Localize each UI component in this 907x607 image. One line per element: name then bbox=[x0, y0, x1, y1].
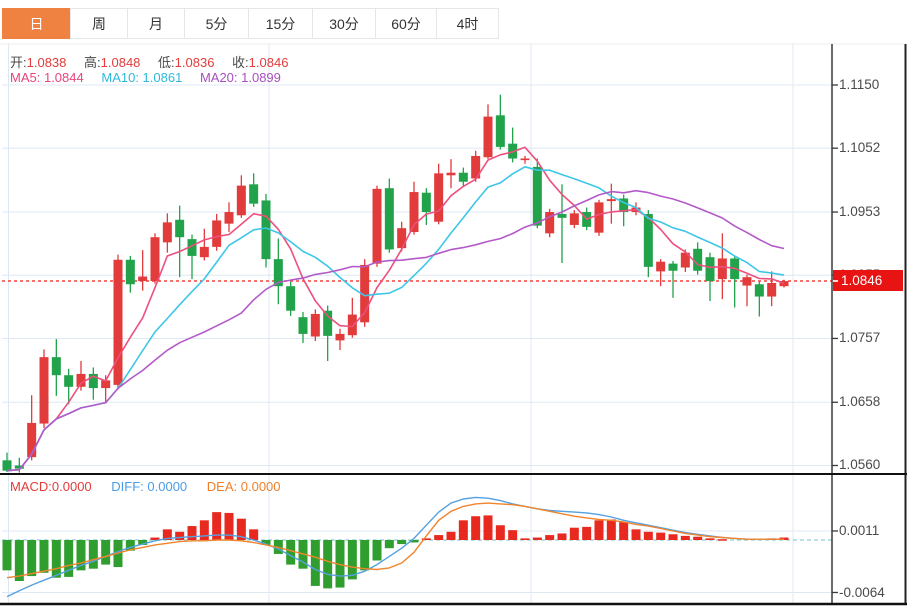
tab-day[interactable]: 日 bbox=[2, 8, 71, 39]
tab-week[interactable]: 周 bbox=[70, 8, 128, 39]
tab-5min[interactable]: 5分 bbox=[184, 8, 249, 39]
tab-4hour[interactable]: 4时 bbox=[436, 8, 499, 39]
current-price-tag: 1.0846 bbox=[833, 270, 903, 291]
tab-15min[interactable]: 15分 bbox=[248, 8, 313, 39]
tab-month[interactable]: 月 bbox=[127, 8, 185, 39]
period-tabbar: 日 周 月 5分 15分 30分 60分 4时 bbox=[2, 8, 499, 39]
tab-60min[interactable]: 60分 bbox=[375, 8, 437, 39]
tab-30min[interactable]: 30分 bbox=[312, 8, 376, 39]
